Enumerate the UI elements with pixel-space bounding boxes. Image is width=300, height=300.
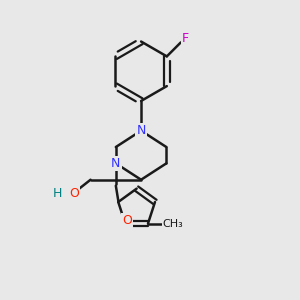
Text: F: F xyxy=(182,32,189,45)
Text: O: O xyxy=(122,214,132,227)
Text: N: N xyxy=(136,124,146,137)
Text: O: O xyxy=(69,187,79,200)
Text: CH₃: CH₃ xyxy=(163,219,184,229)
Text: N: N xyxy=(111,157,121,170)
Text: H: H xyxy=(53,187,62,200)
